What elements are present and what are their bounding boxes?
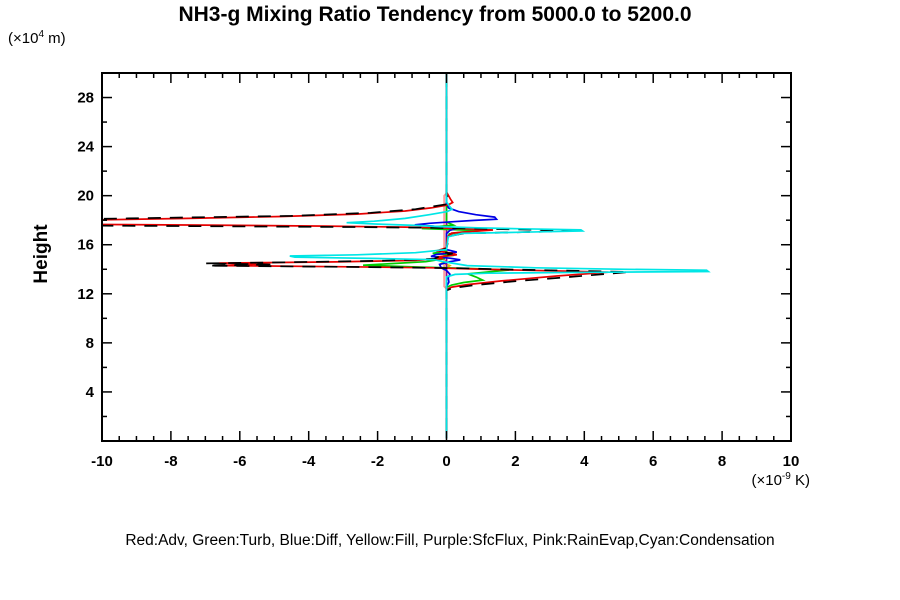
x-unit-prefix: (×10 [751,472,782,489]
series-diff [414,74,499,439]
y-unit-suffix: m) [44,30,66,47]
x-tick-label: 2 [511,453,519,470]
x-tick-label: 0 [442,453,450,470]
y-axis-ticks [102,72,791,442]
legend: Red:Adv, Green:Turb, Blue:Diff, Yellow:F… [125,532,775,549]
x-tick-label: 8 [718,453,726,470]
y-tick-label: 20 [77,188,94,205]
y-axis-unit-label: (×104 m) [8,29,66,48]
series-turb [363,74,510,439]
y-tick-label: 28 [77,90,94,107]
y-unit-exponent: 4 [38,29,45,40]
y-tick-label: 12 [77,286,94,303]
y-tick-label: 8 [86,335,94,352]
x-tick-label: 10 [783,453,800,470]
y-tick-label: 24 [77,139,94,156]
y-tick-label: 16 [77,237,94,254]
x-tick-label: -6 [233,453,246,470]
x-tick-label: -10 [91,453,113,470]
y-unit-prefix: (×10 [8,30,39,47]
x-tick-label: -8 [164,453,177,470]
x-unit-exponent: -9 [781,471,791,482]
y-tick-label: 4 [86,384,95,401]
series-condensation [289,74,711,439]
x-tick-label: -4 [302,453,316,470]
x-tick-label: 6 [649,453,657,470]
series-adv [102,74,609,439]
x-unit-suffix: K) [790,472,810,489]
chart-title: NH3-g Mixing Ratio Tendency from 5000.0 … [178,3,692,26]
x-tick-label: -2 [371,453,384,470]
series-total [102,74,630,439]
series-group [102,74,711,439]
x-axis-unit-label: (×10-9 K) [510,471,810,490]
x-tick-label: 4 [580,453,589,470]
x-axis-ticks [101,73,792,441]
